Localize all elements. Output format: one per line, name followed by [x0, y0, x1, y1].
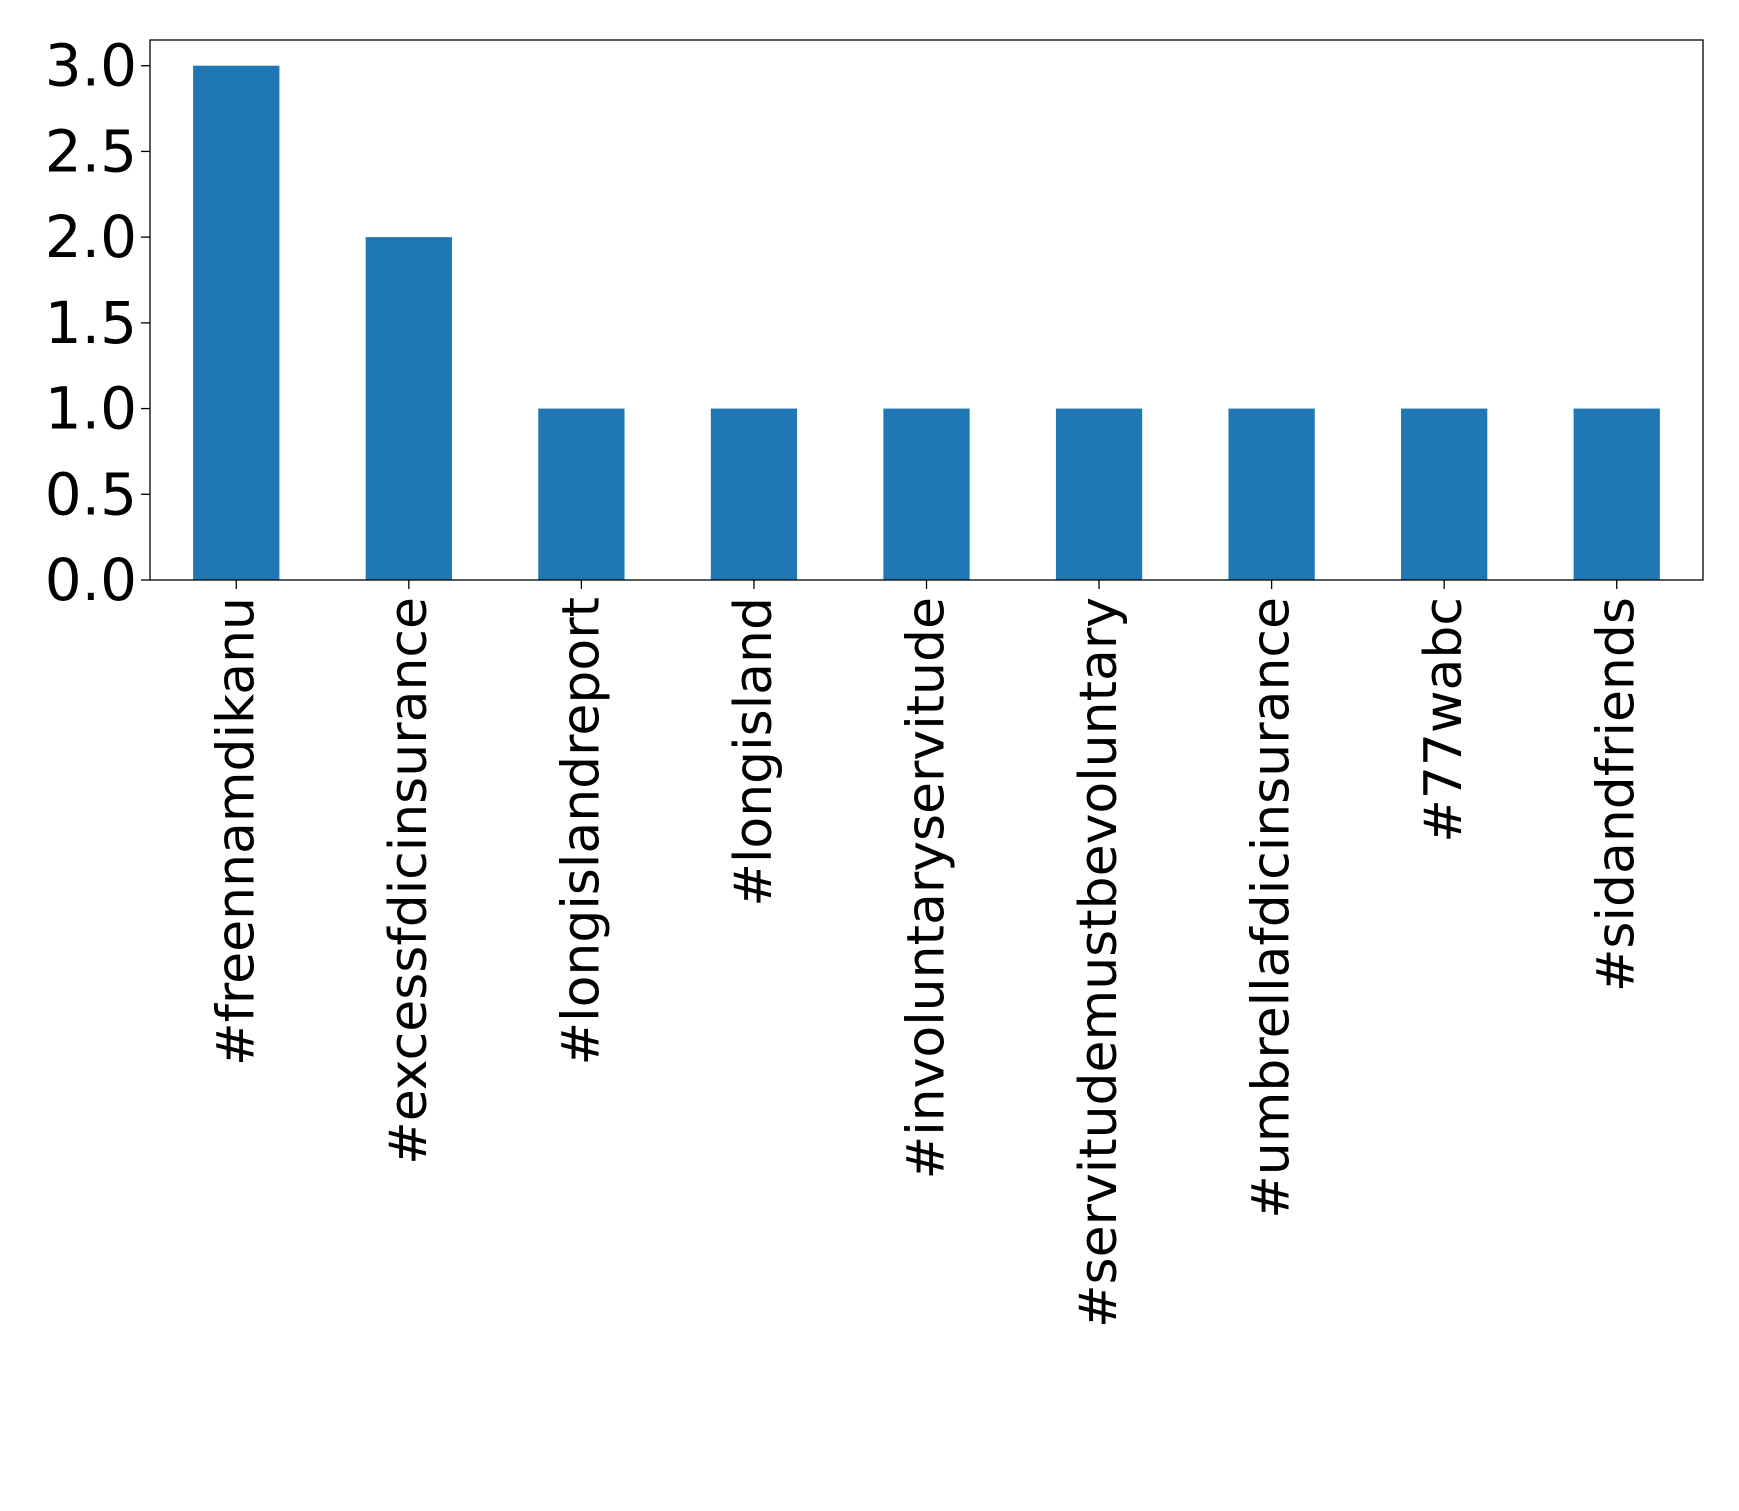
x-tick-label: #sidandfriends [1587, 597, 1647, 992]
bar-0 [193, 65, 280, 580]
bar-7 [1401, 408, 1488, 580]
x-tick-label: #freennamdikanu [206, 597, 266, 1066]
bar-2 [538, 408, 625, 580]
bar-5 [1055, 408, 1143, 580]
y-tick-label: 3.0 [45, 32, 137, 100]
bar-series [193, 65, 1660, 580]
x-tick-label: #servitudemustbevoluntary [1069, 597, 1129, 1328]
x-tick-label: #excessfdicinsurance [379, 597, 439, 1165]
y-tick-label: 1.5 [45, 289, 137, 357]
bar-1 [365, 237, 452, 580]
x-tick-label: #umbrellafdicinsurance [1242, 597, 1302, 1219]
x-tick-label: #longislandreport [551, 597, 611, 1065]
x-tick-label: #77wabc [1414, 597, 1474, 843]
y-tick-label: 1.0 [45, 375, 137, 443]
x-tick-label: #involuntaryservitude [897, 597, 957, 1179]
x-tick-label: #longisland [724, 597, 784, 907]
y-tick-label: 2.5 [45, 117, 137, 185]
x-axis: #freennamdikanu #excessfdicinsurance #long… [206, 580, 1647, 1328]
bar-3 [710, 408, 798, 580]
bar-4 [883, 408, 970, 580]
y-tick-label: 0.5 [45, 460, 137, 528]
bar-8 [1573, 408, 1660, 580]
y-tick-label: 0.0 [45, 546, 137, 614]
y-tick-label: 2.0 [45, 203, 137, 271]
bar-6 [1228, 408, 1315, 580]
plot-frame [149, 39, 1704, 581]
y-axis: 0.0 0.5 1.0 1.5 2.0 2.5 3.0 [45, 32, 150, 614]
